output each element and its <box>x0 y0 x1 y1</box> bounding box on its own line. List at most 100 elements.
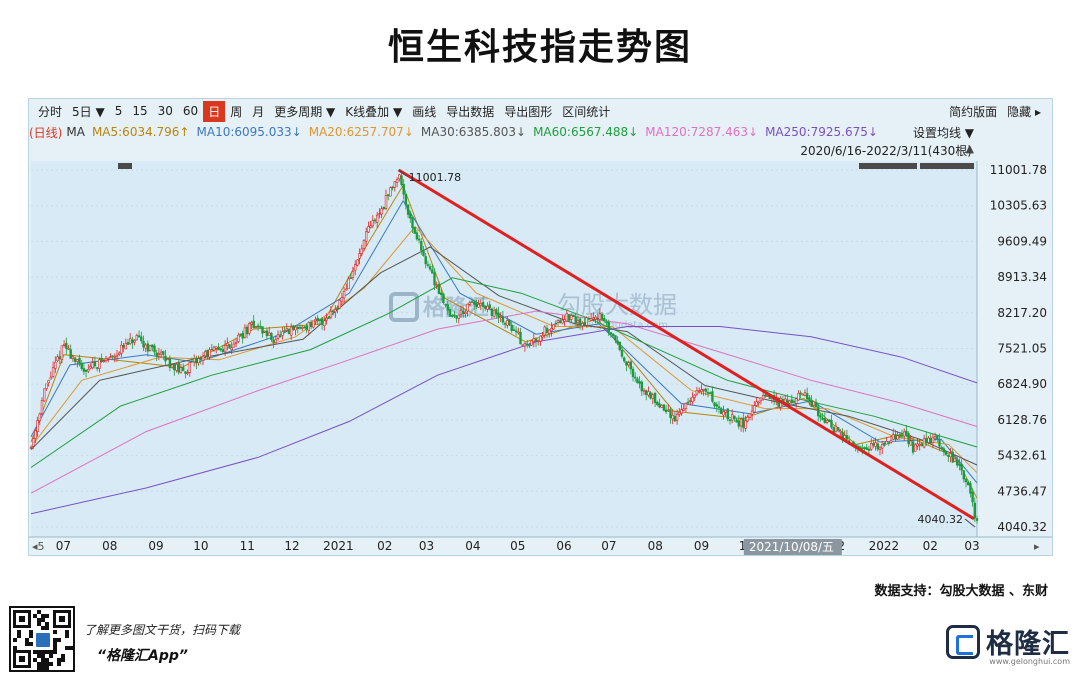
toolbar-item[interactable]: 15 <box>132 104 148 118</box>
qr-module <box>17 630 21 634</box>
toolbar-item[interactable]: 5日 ▼ <box>72 104 105 119</box>
high-value-label: 11001.78 <box>409 171 462 184</box>
ma-legend-item: MA5:6034.796↑ <box>91 125 190 139</box>
toolbar-item[interactable]: 60 <box>182 104 199 118</box>
candle-body <box>788 400 791 404</box>
chart-panel[interactable]: 分时 5日 ▼ 5 15 30 60 日周月更多周期 ▼ K线叠加 ▼ 画线 导出数据 导出图形 区间… <box>28 98 1053 556</box>
qr-module <box>13 646 17 650</box>
y-tick-label: 4040.32 <box>997 520 1047 534</box>
candle-body <box>135 335 139 341</box>
toolbar-item[interactable]: 分时 <box>38 104 63 119</box>
candle-body <box>951 451 954 463</box>
toolbar-item[interactable]: 日 <box>203 100 226 122</box>
candle-body <box>680 409 683 414</box>
candle-body <box>810 399 813 408</box>
candle-body <box>245 326 249 335</box>
candle-body <box>640 381 644 392</box>
candlestick-chart[interactable]: 11001.78 10305.63 9609.49 8913.34 8217.20 752… <box>29 99 1053 556</box>
candle-body <box>49 376 52 380</box>
candle-body <box>353 264 357 271</box>
candle-body <box>155 352 158 357</box>
candle-body <box>118 352 121 355</box>
candle-body <box>664 409 668 412</box>
qr-finder <box>19 616 25 622</box>
qr-module <box>49 654 53 658</box>
toolbar-item[interactable]: 月 <box>252 104 265 119</box>
candle-body <box>944 451 948 455</box>
candle-body <box>543 326 547 336</box>
candle-body <box>565 313 569 322</box>
toolbar-item[interactable]: 导出图形 <box>504 104 553 119</box>
brand-url: www.gelonghui.com <box>989 657 1070 666</box>
toolbar-item[interactable]: 导出数据 <box>446 104 495 119</box>
candle-body <box>964 478 968 483</box>
candle-body <box>398 174 401 180</box>
candle-body <box>364 231 368 242</box>
candle-body <box>472 301 476 305</box>
toolbar-item[interactable]: K线叠加 ▼ <box>345 104 403 119</box>
candle-body <box>907 433 910 444</box>
candle-body <box>327 317 330 319</box>
toolbar-right-item[interactable]: 隐藏 ▸ <box>1007 104 1041 119</box>
candle-body <box>34 430 37 439</box>
candle-body <box>803 392 807 396</box>
candle-body <box>969 483 972 494</box>
qr-module <box>53 650 57 654</box>
qr-module <box>65 630 69 634</box>
pin-icon[interactable]: ▲ <box>965 142 974 155</box>
candle-body <box>536 340 540 342</box>
candle-body <box>594 316 597 320</box>
candle-body <box>404 193 408 206</box>
candle-body <box>254 326 258 328</box>
candle-body <box>532 338 535 342</box>
candle-body <box>713 402 716 407</box>
toolbar-item[interactable]: 更多周期 ▼ <box>274 104 336 119</box>
candle-body <box>153 345 156 353</box>
candle-body <box>420 241 423 251</box>
candle-body <box>636 378 639 384</box>
candle-body <box>704 388 708 392</box>
toolbar-right-item[interactable]: 简约版面 <box>949 104 998 119</box>
ma-settings-button[interactable]: 设置均线 ▼ <box>912 126 974 140</box>
marker-bar <box>859 163 917 169</box>
candle-body <box>675 413 679 421</box>
y-tick-label: 7521.05 <box>997 342 1047 356</box>
candle-body <box>259 326 262 328</box>
candle-body <box>349 277 352 279</box>
qr-module <box>25 642 29 646</box>
qr-module <box>53 638 57 642</box>
candle-body <box>159 351 163 355</box>
candle-body <box>517 331 520 334</box>
candle-body <box>336 307 339 310</box>
qr-module <box>45 650 49 654</box>
candle-body <box>84 369 88 372</box>
y-tick-label: 6128.76 <box>997 413 1047 427</box>
candle-body <box>911 441 915 453</box>
candle-body <box>80 362 83 369</box>
candle-body <box>378 213 381 215</box>
qr-module <box>53 630 57 634</box>
candle-body <box>938 439 941 447</box>
toolbar-item[interactable]: 5 <box>114 104 123 118</box>
qr-module <box>53 642 57 646</box>
candle-body <box>367 226 370 233</box>
candle-body <box>210 348 213 351</box>
toolbar-item[interactable]: 30 <box>157 104 173 118</box>
candle-body <box>808 397 811 401</box>
candle-body <box>933 436 937 439</box>
toolbar-item[interactable]: 周 <box>230 104 243 119</box>
candle-body <box>600 314 604 320</box>
candle-body <box>411 217 414 229</box>
toolbar-item[interactable]: 区间统计 <box>562 104 611 119</box>
candle-body <box>389 187 392 197</box>
candle-body <box>270 332 273 340</box>
qr-module <box>45 614 49 618</box>
candle-body <box>618 341 622 351</box>
candle-body <box>737 420 741 427</box>
candle-body <box>929 437 932 444</box>
toolbar-item[interactable]: 画线 <box>412 104 437 119</box>
candle-body <box>523 343 527 347</box>
candle-body <box>761 395 765 400</box>
candle-body <box>126 342 130 345</box>
candle-body <box>786 399 789 405</box>
